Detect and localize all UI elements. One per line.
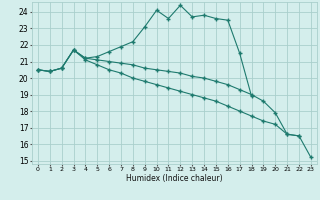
X-axis label: Humidex (Indice chaleur): Humidex (Indice chaleur) [126,174,223,183]
